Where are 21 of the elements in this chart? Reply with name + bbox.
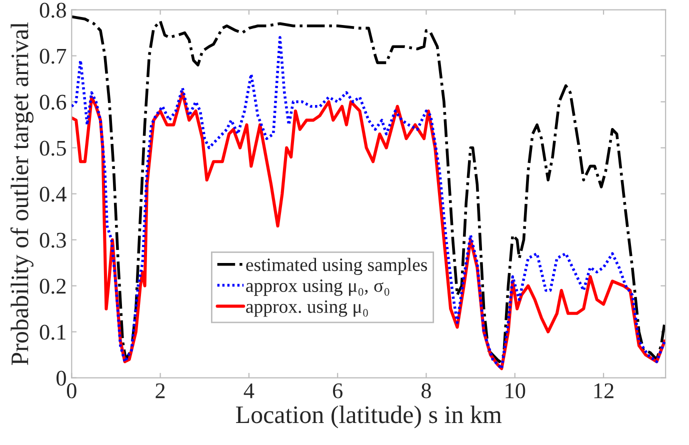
x-tick-label: 8 bbox=[422, 383, 431, 398]
legend-label: approx using μ₀, σ₀ bbox=[246, 279, 390, 296]
y-tick-label: 0 bbox=[56, 370, 66, 386]
y-tick-label: 0.6 bbox=[40, 94, 66, 110]
x-tick-label: 2 bbox=[156, 383, 165, 398]
y-tick-label: 0.4 bbox=[40, 186, 66, 202]
y-tick-label: 0.1 bbox=[40, 324, 66, 340]
y-tick-label: 0.5 bbox=[40, 140, 66, 156]
x-tick-label: 12 bbox=[594, 383, 614, 398]
x-axis-title: Location (latitude) s in km bbox=[236, 406, 502, 428]
y-tick-label: 0.8 bbox=[40, 2, 66, 18]
x-tick-label: 4 bbox=[244, 383, 254, 398]
y-tick-label: 0.7 bbox=[40, 48, 66, 64]
x-tick-label: 0 bbox=[66, 383, 76, 398]
x-tick-label: 10 bbox=[506, 383, 526, 398]
y-tick-label: 0.2 bbox=[40, 278, 66, 294]
legend-label: approx. using μ₀ bbox=[246, 300, 368, 317]
legend-label: estimated using samples bbox=[246, 258, 428, 275]
y-axis-title: Probability of outlier target arrival bbox=[10, 22, 34, 366]
y-tick-label: 0.3 bbox=[40, 232, 66, 248]
x-tick-label: 6 bbox=[332, 383, 342, 398]
